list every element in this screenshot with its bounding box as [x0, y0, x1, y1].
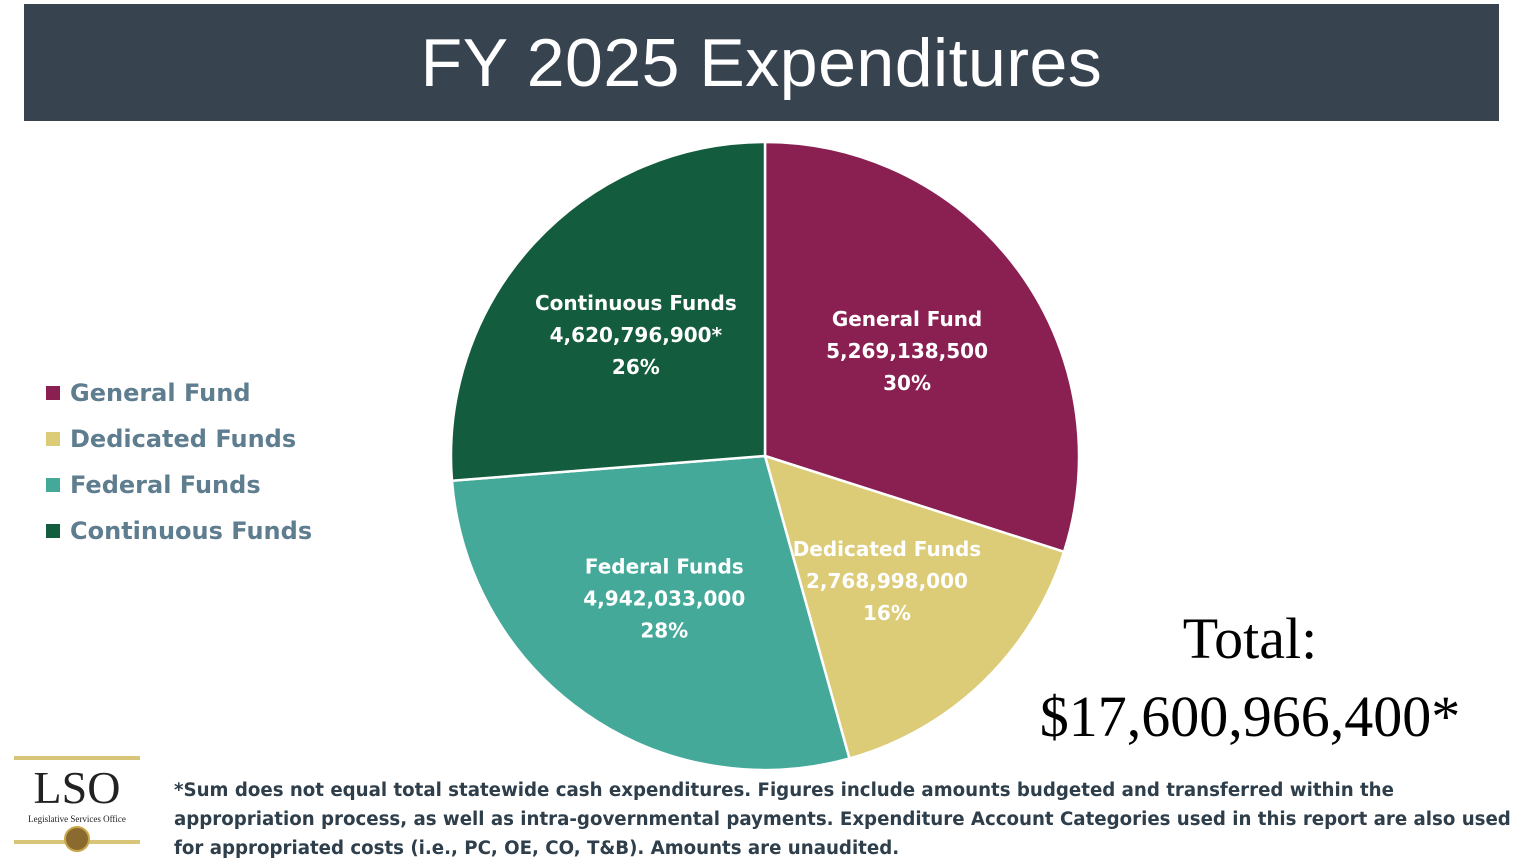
chart-legend: General Fund Dedicated Funds Federal Fun…: [46, 370, 312, 554]
pie-slice-general-fund: [763, 140, 1081, 554]
total-block: Total: $17,600,966,400*: [1020, 600, 1480, 756]
pie-chart: General Fund 5,269,138,500 30% Dedicated Fu…: [449, 140, 1081, 772]
legend-swatch: [46, 432, 60, 446]
legend-item: Federal Funds: [46, 462, 312, 508]
page-title: FY 2025 Expenditures: [420, 24, 1103, 101]
slice-label-value: 4,942,033,000: [583, 587, 745, 611]
legend-swatch: [46, 478, 60, 492]
pie-slice-continuous-funds: [449, 140, 767, 483]
slice-label-percent: 28%: [640, 619, 688, 643]
total-value: $17,600,966,400*: [1039, 684, 1461, 749]
legend-label: Continuous Funds: [70, 517, 313, 545]
logo-rule-top: [14, 756, 140, 760]
slice-label-name: Dedicated Funds: [793, 537, 981, 561]
legend-item: Dedicated Funds: [46, 416, 312, 462]
slice-label-value: 5,269,138,500: [826, 339, 988, 363]
total-label: Total:: [1182, 606, 1318, 671]
slice-label-name: General Fund: [832, 307, 982, 331]
legend-item: Continuous Funds: [46, 508, 312, 554]
legend-label: General Fund: [70, 379, 251, 407]
pie-slice-dedicated-funds: [763, 454, 1066, 760]
lso-logo: LSO Legislative Services Office: [14, 756, 140, 860]
legend-label: Dedicated Funds: [70, 425, 297, 453]
title-bar: FY 2025 Expenditures: [24, 4, 1499, 121]
seal-icon: [64, 826, 90, 852]
legend-label: Federal Funds: [70, 471, 261, 499]
slice-label-name: Federal Funds: [585, 555, 744, 579]
slice-label-value: 2,768,998,000: [806, 569, 968, 593]
pie-slice-federal-funds: [450, 454, 851, 772]
slice-label-value: 4,620,796,900*: [550, 323, 723, 347]
slice-label-percent: 30%: [883, 371, 931, 395]
legend-swatch: [46, 524, 60, 538]
logo-text: LSO: [33, 762, 121, 813]
slice-label-name: Continuous Funds: [535, 291, 737, 315]
legend-item: General Fund: [46, 370, 312, 416]
legend-swatch: [46, 386, 60, 400]
slice-label-percent: 26%: [612, 355, 660, 379]
footnote: *Sum does not equal total statewide cash…: [174, 780, 1511, 859]
slice-label-percent: 16%: [863, 601, 911, 625]
logo-subtitle: Legislative Services Office: [28, 814, 126, 824]
